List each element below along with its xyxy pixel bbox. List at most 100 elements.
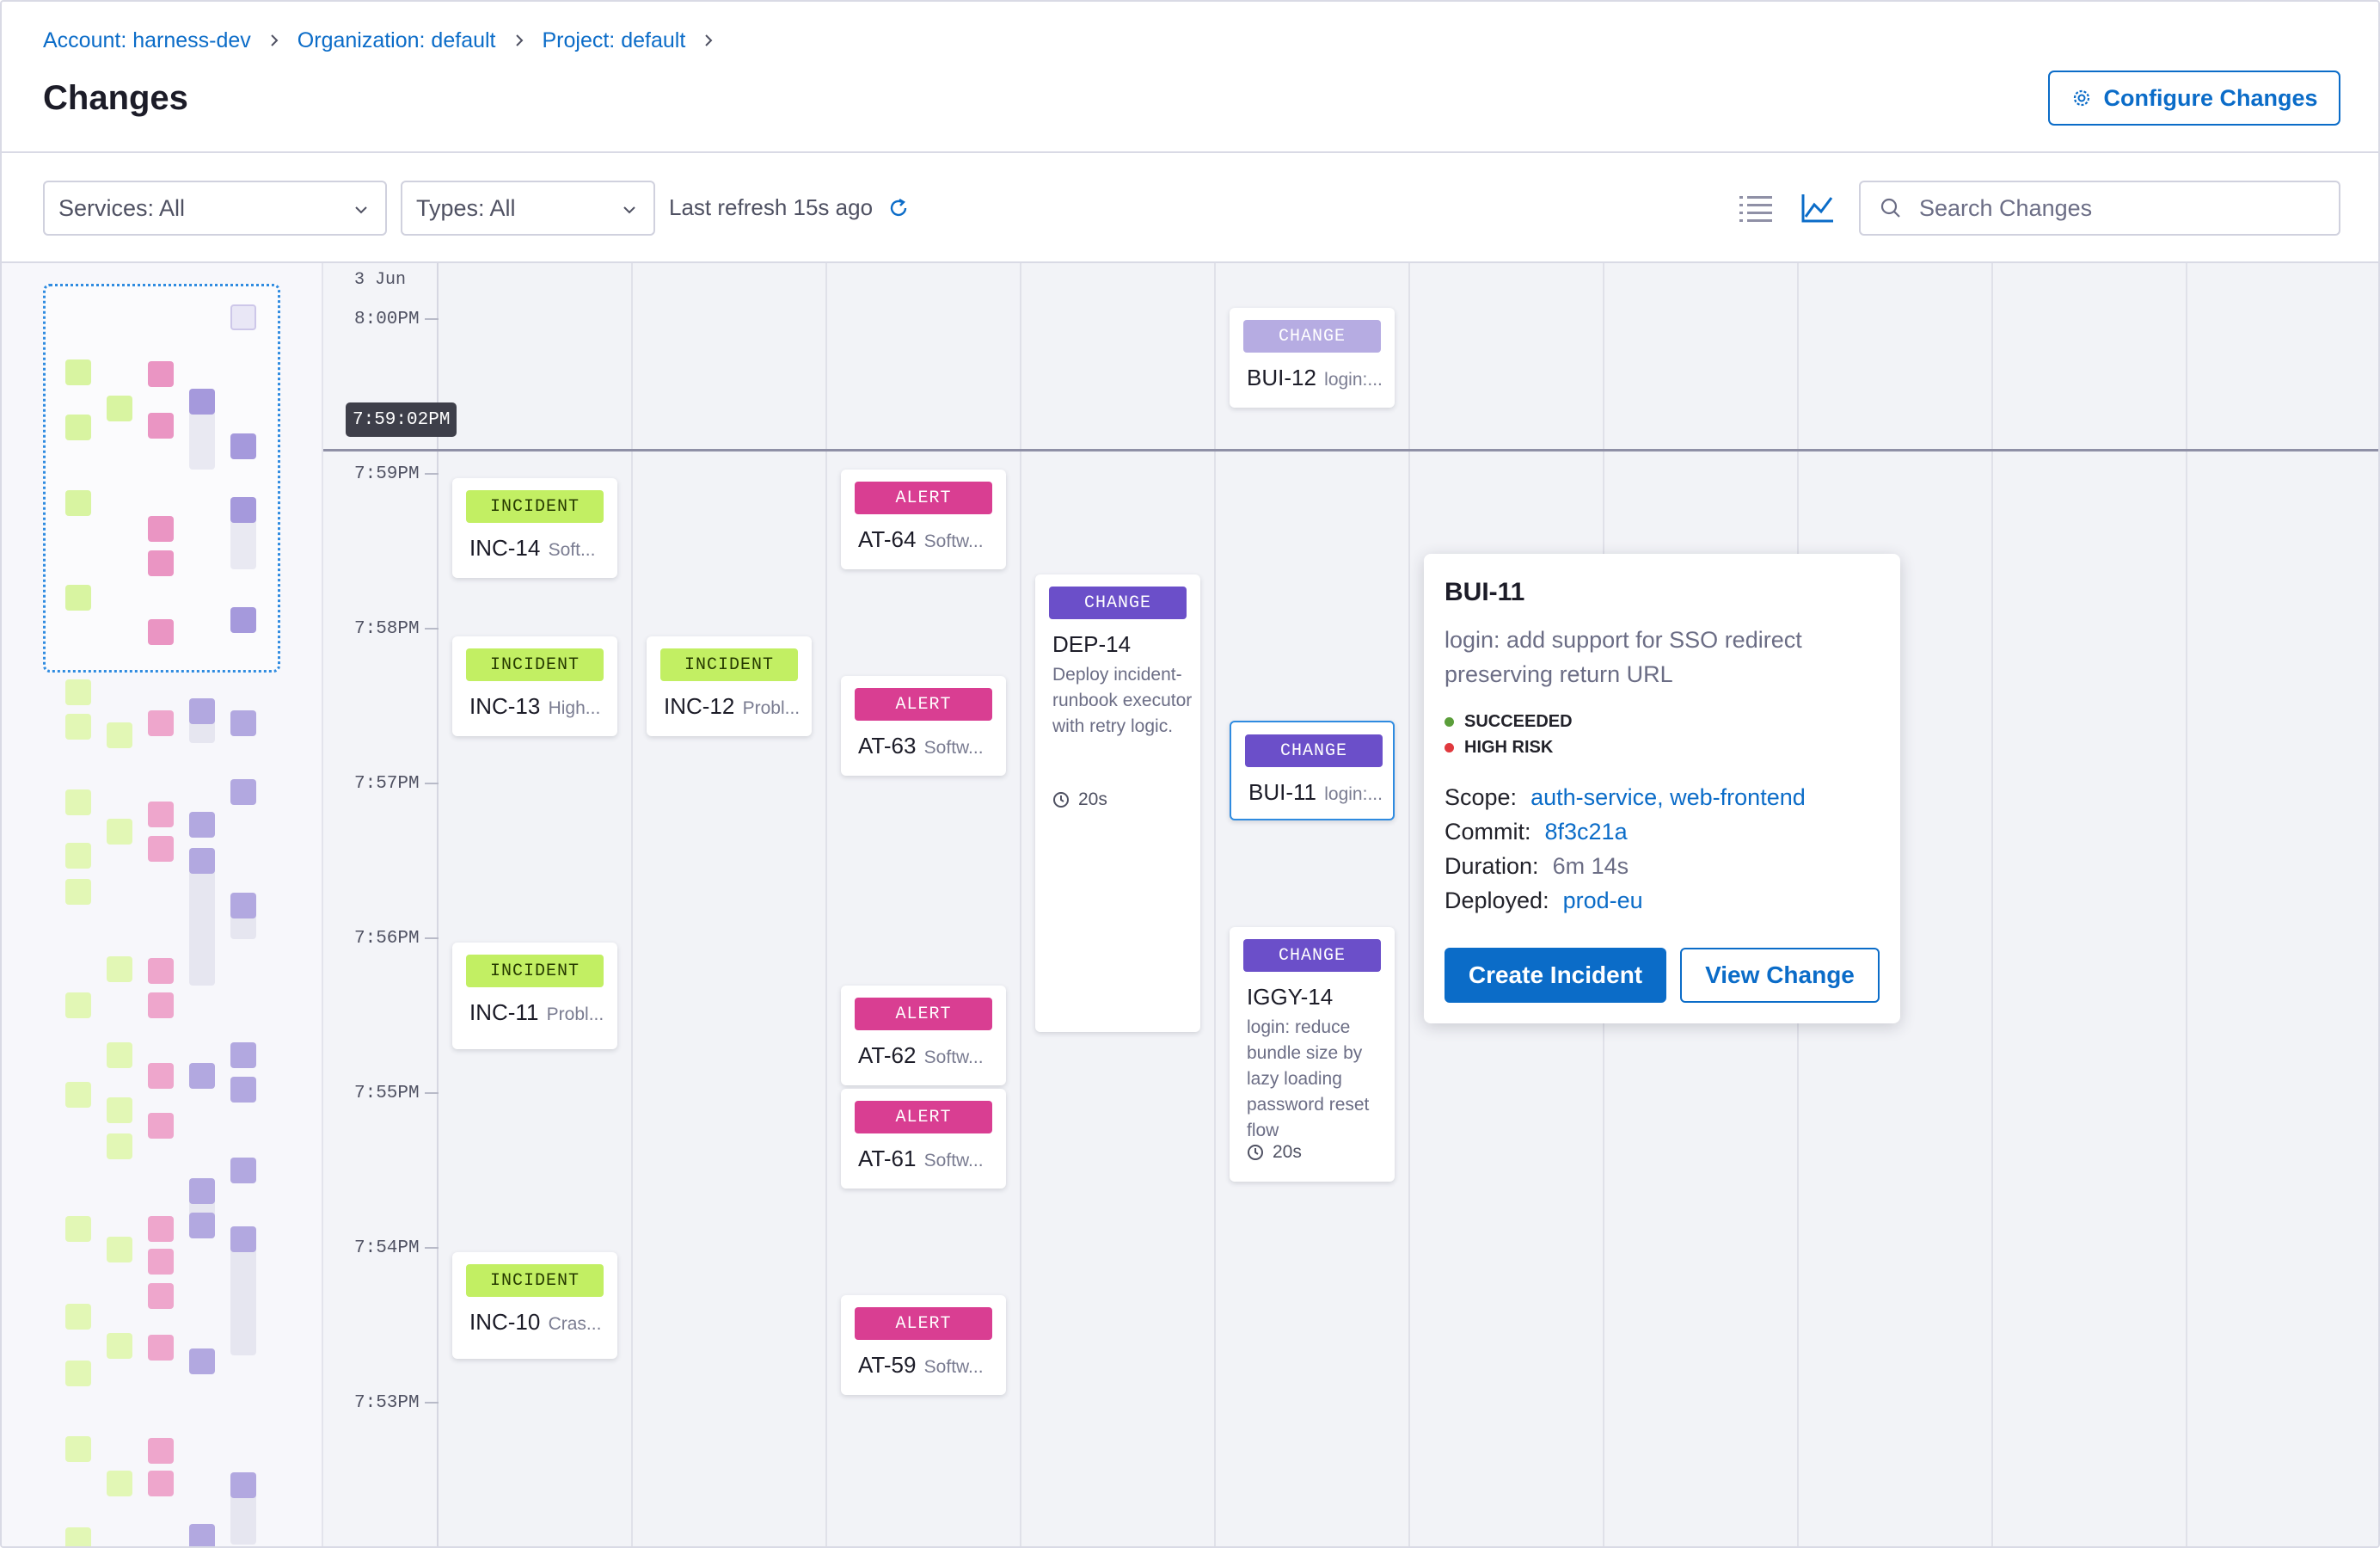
list-view-button[interactable]: [1732, 184, 1780, 232]
overview-viewport-selection[interactable]: [43, 284, 280, 673]
event-card[interactable]: INCIDENT INC-14 Soft...: [452, 478, 617, 578]
overview-incident: [65, 415, 91, 440]
overview-incident: [65, 1304, 91, 1330]
axis-tick: 7:55PM: [354, 1084, 420, 1103]
overview-incident: [107, 1042, 132, 1068]
chart-view-button[interactable]: [1794, 184, 1842, 232]
event-card-selected[interactable]: CHANGE BUI-11 login:...: [1230, 721, 1395, 820]
overview-alert: [148, 550, 174, 576]
overview-incident: [65, 490, 91, 516]
header-divider: [2, 151, 2378, 153]
services-dropdown-value: Services: All: [58, 194, 186, 221]
axis-tick-mark: [425, 473, 439, 475]
event-card[interactable]: ALERT AT-63 Softw...: [841, 676, 1006, 776]
overview-change: [230, 779, 256, 805]
overview-incident: [107, 1097, 132, 1123]
deployed-link[interactable]: prod-eu: [1562, 888, 1643, 913]
event-card[interactable]: CHANGE BUI-12 login:...: [1230, 308, 1395, 408]
overview-incident: [65, 1361, 91, 1386]
overview-change: [189, 1524, 215, 1546]
commit-link[interactable]: 8f3c21a: [1544, 819, 1628, 845]
event-card[interactable]: ALERT AT-61 Softw...: [841, 1089, 1006, 1189]
grid-column-line: [1408, 263, 1410, 1546]
event-card[interactable]: INCIDENT INC-10 Cras...: [452, 1252, 617, 1359]
create-incident-button[interactable]: Create Incident: [1445, 948, 1666, 1003]
commit-row: Commit: 8f3c21a: [1445, 819, 1628, 845]
axis-tick-mark: [425, 937, 439, 939]
overview-incident: [65, 843, 91, 869]
event-card[interactable]: ALERT AT-59 Softw...: [841, 1295, 1006, 1395]
overview-incident: [65, 1216, 91, 1242]
chevron-down-icon: [623, 206, 635, 214]
scope-link-auth-service[interactable]: auth-service: [1530, 784, 1658, 810]
event-id: AT-59 Softw...: [858, 1352, 984, 1378]
overview-change: [230, 710, 256, 736]
overview-alert: [148, 958, 174, 984]
overview-change: [189, 389, 215, 415]
event-card[interactable]: CHANGE DEP-14 Deploy incident-runbook ex…: [1035, 574, 1200, 1032]
toolbar-divider: [2, 261, 2378, 263]
overview-alert: [148, 836, 174, 862]
configure-changes-label: Configure Changes: [2103, 84, 2318, 111]
event-card[interactable]: ALERT AT-64 Softw...: [841, 470, 1006, 569]
breadcrumb: Account: harness-dev Organization: defau…: [43, 28, 732, 53]
services-dropdown[interactable]: Services: All: [43, 181, 387, 236]
last-refresh: Last refresh 15s ago: [669, 194, 911, 221]
search-input[interactable]: [1919, 194, 2297, 222]
overview-alert: [148, 710, 174, 736]
overview-change-span: [189, 851, 215, 986]
axis-tick-mark: [425, 318, 439, 320]
search-icon: [1880, 198, 1900, 218]
alert-badge: ALERT: [855, 688, 992, 721]
overview-marker: [230, 304, 256, 330]
axis-tick: 7:54PM: [354, 1238, 420, 1258]
refresh-icon[interactable]: [886, 196, 911, 220]
overview-incident: [65, 359, 91, 385]
overview-incident: [65, 714, 91, 740]
axis-tick-mark: [425, 1092, 439, 1094]
overview-incident: [65, 1082, 91, 1108]
overview-change: [230, 497, 256, 523]
overview-alert: [148, 1283, 174, 1309]
overview-change: [189, 1063, 215, 1089]
breadcrumb-account[interactable]: Account: harness-dev: [43, 28, 251, 52]
event-id: AT-63 Softw...: [858, 733, 984, 759]
event-id: IGGY-14: [1247, 984, 1334, 1010]
status-dot: [1445, 717, 1454, 727]
alert-badge: ALERT: [855, 1307, 992, 1340]
event-id: AT-61 Softw...: [858, 1146, 984, 1171]
breadcrumb-organization[interactable]: Organization: default: [297, 28, 496, 52]
overview-alert: [148, 1438, 174, 1464]
overview-change: [230, 1042, 256, 1068]
overview-alert: [148, 992, 174, 1018]
deployed-row: Deployed: prod-eu: [1445, 888, 1643, 913]
chevron-down-icon: [355, 206, 367, 214]
current-time-label: 7:59:02PM: [346, 402, 457, 437]
incident-badge: INCIDENT: [466, 490, 604, 523]
event-id: INC-13 High...: [469, 693, 601, 719]
event-card[interactable]: INCIDENT INC-12 Probl...: [647, 636, 812, 736]
overview-incident: [107, 1333, 132, 1359]
axis-tick-mark: [425, 1402, 439, 1404]
timeline-overview[interactable]: [2, 263, 323, 1546]
view-change-button[interactable]: View Change: [1680, 948, 1880, 1003]
event-card[interactable]: CHANGE IGGY-14 login: reduce bundle size…: [1230, 927, 1395, 1182]
event-card[interactable]: ALERT AT-62 Softw...: [841, 986, 1006, 1085]
alert-badge: ALERT: [855, 998, 992, 1030]
overview-incident: [107, 956, 132, 982]
grid-column-line: [631, 263, 633, 1546]
event-card[interactable]: INCIDENT INC-11 Probl...: [452, 943, 617, 1049]
chevron-right-icon: [271, 34, 279, 46]
configure-changes-button[interactable]: Configure Changes: [2048, 71, 2340, 126]
clock-icon: [1248, 1145, 1263, 1160]
overview-alert: [148, 619, 174, 645]
event-id: INC-11 Probl...: [469, 999, 604, 1025]
types-dropdown[interactable]: Types: All: [401, 181, 655, 236]
event-id: INC-12 Probl...: [664, 693, 800, 719]
breadcrumb-project[interactable]: Project: default: [542, 28, 686, 52]
overview-alert: [148, 516, 174, 542]
overview-alert: [148, 802, 174, 827]
scope-link-web-frontend[interactable]: web-frontend: [1670, 784, 1806, 810]
event-card[interactable]: INCIDENT INC-13 High...: [452, 636, 617, 736]
change-badge: CHANGE: [1243, 320, 1381, 353]
